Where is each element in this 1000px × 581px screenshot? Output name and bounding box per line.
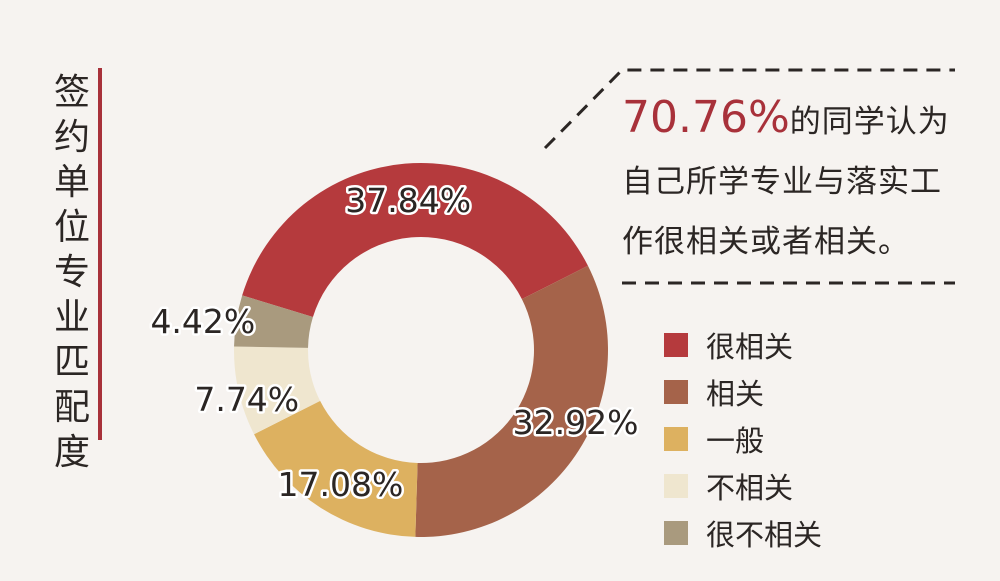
- callout-line-2: 自己所学专业与落实工: [622, 164, 942, 200]
- legend-swatch: [664, 332, 688, 357]
- legend-label: 不相关: [706, 470, 794, 505]
- donut-slice: [242, 162, 588, 317]
- title-char: 配: [53, 387, 90, 428]
- callout-line1-text: 的同学认为: [789, 104, 950, 140]
- callout-line-1: 70.76%的同学认为: [622, 88, 982, 152]
- donut-slice: [233, 346, 321, 435]
- title-char: 匹: [53, 342, 90, 383]
- legend-item: 很不相关: [664, 509, 822, 556]
- legend-swatch: [664, 379, 688, 404]
- legend-label: 一般: [706, 423, 765, 458]
- legend-swatch: [664, 473, 688, 498]
- data-label: 7.74%: [194, 380, 299, 419]
- data-label: 4.42%: [150, 302, 255, 341]
- legend-label: 很不相关: [706, 517, 823, 552]
- chart-title: 签 约 单 位 专 业 匹 配 度: [52, 70, 92, 475]
- donut-slice: [254, 400, 418, 537]
- legend-label: 很相关: [706, 329, 794, 364]
- title-char: 单: [53, 162, 90, 203]
- legend-label: 相关: [706, 376, 765, 411]
- title-char: 专: [53, 252, 90, 293]
- legend-swatch: [664, 520, 688, 545]
- donut-slice: [415, 265, 608, 537]
- legend-item: 不相关: [664, 462, 822, 509]
- title-char: 约: [53, 117, 90, 158]
- legend: 很相关 相关 一般 不相关 很不相关: [664, 321, 822, 556]
- callout-divider-top: [543, 68, 955, 150]
- callout-line-3: 作很相关或者相关。: [622, 224, 910, 260]
- title-accent-bar: [98, 68, 102, 440]
- title-char: 位: [53, 207, 90, 248]
- data-label: 32.92%: [513, 403, 639, 442]
- callout-percent: 70.76%: [622, 92, 790, 143]
- legend-swatch: [664, 426, 688, 451]
- data-label: 17.08%: [278, 465, 404, 504]
- donut-slice: [234, 295, 313, 348]
- legend-item: 一般: [664, 415, 822, 462]
- title-char: 签: [53, 72, 90, 113]
- title-char: 业: [53, 297, 90, 338]
- title-char: 度: [53, 432, 90, 473]
- data-label: 37.84%: [345, 181, 471, 220]
- callout-text: 70.76%的同学认为 自己所学专业与落实工 作很相关或者相关。: [622, 88, 982, 272]
- legend-item: 很相关: [664, 321, 822, 368]
- legend-item: 相关: [664, 368, 822, 415]
